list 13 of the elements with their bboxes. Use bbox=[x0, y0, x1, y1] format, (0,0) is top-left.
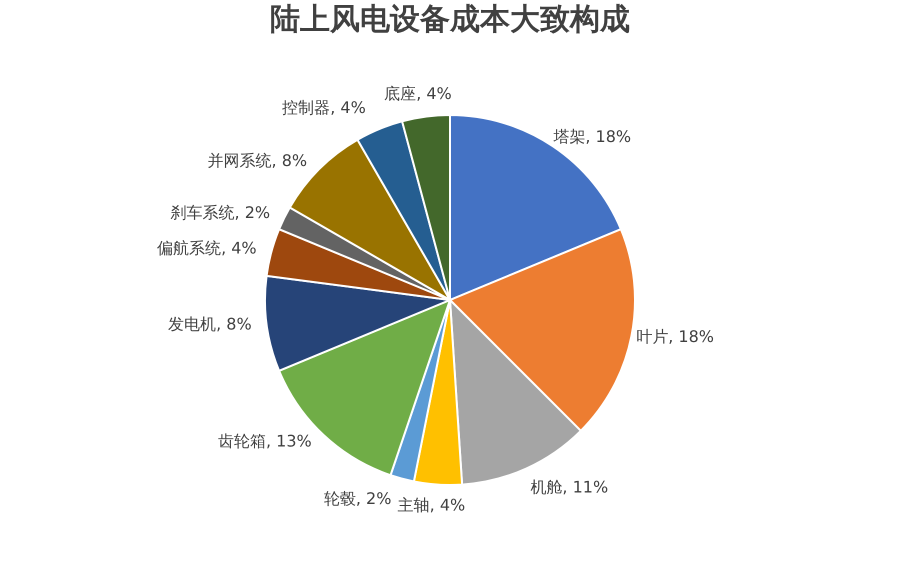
slice-label: 齿轮箱, 13% bbox=[218, 431, 312, 450]
slice-label: 刹车系统, 2% bbox=[170, 202, 270, 222]
slice-label: 主轴, 4% bbox=[398, 496, 466, 515]
slice-label: 底座, 4% bbox=[384, 84, 452, 103]
slice-label: 发电机, 8% bbox=[168, 314, 252, 334]
slice-label: 控制器, 4% bbox=[282, 98, 366, 117]
slice-label: 并网系统, 8% bbox=[208, 151, 308, 170]
chart-title: 陆上风电设备成本大致构成 bbox=[270, 2, 630, 37]
slice-label: 偏航系统, 4% bbox=[157, 238, 257, 258]
slice-label: 叶片, 18% bbox=[636, 327, 714, 346]
slice-label: 机舱, 11% bbox=[530, 478, 608, 497]
slice-label: 塔架, 18% bbox=[552, 126, 632, 146]
slice-label: 轮毂, 2% bbox=[324, 488, 392, 508]
